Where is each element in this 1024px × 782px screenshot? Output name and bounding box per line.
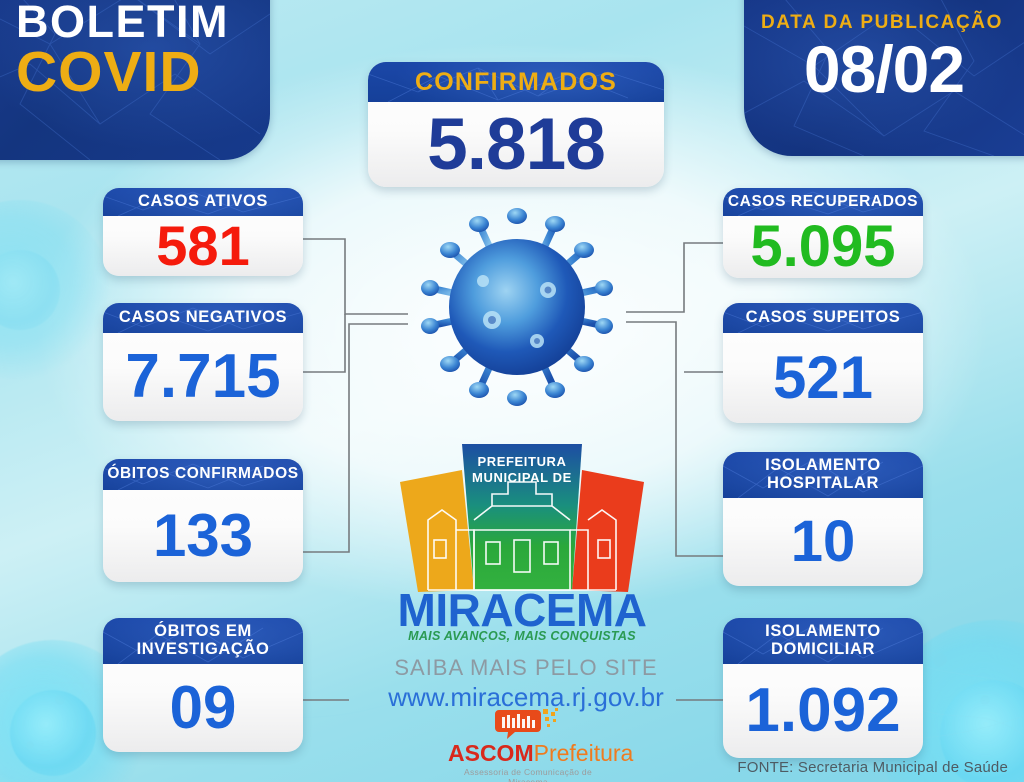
stat-card-obitos-em-investigacao: ÓBITOS EM INVESTIGAÇÃO 09 — [103, 618, 303, 752]
ascom-wordmark: ASCOMPrefeitura — [448, 740, 633, 766]
stat-card-casos-ativos-value: 581 — [156, 214, 250, 276]
stat-card-casos-ativos: CASOS ATIVOS 581 — [103, 188, 303, 276]
page-title-line1: BOLETIM — [16, 0, 229, 47]
logo-panel-red — [572, 470, 644, 592]
stat-card-casos-negativos-value: 7.715 — [125, 342, 281, 411]
stat-card-confirmados: CONFIRMADOS 5.818 — [368, 62, 664, 187]
stat-card-confirmados-label: CONFIRMADOS — [414, 67, 618, 96]
stat-card-casos-negativos-header: CASOS NEGATIVOS — [103, 303, 303, 333]
logo-prefeitura-line1: PREFEITURA — [477, 454, 566, 469]
stat-card-isolamento-domiciliar-header: ISOLAMENTO DOMICILIAR — [723, 618, 923, 664]
publication-date-value: 08/02 — [803, 32, 965, 106]
site-label: SAIBA MAIS PELO SITE — [394, 655, 658, 680]
stat-card-casos-negativos-label: CASOS NEGATIVOS — [118, 308, 288, 327]
stat-card-isolamento-hospitalar-value: 10 — [790, 509, 856, 574]
site-callout: SAIBA MAIS PELO SITE www.miracema.rj.gov… — [366, 655, 686, 713]
stat-card-obitos-em-investigacao-label-line2: INVESTIGAÇÃO — [136, 640, 270, 658]
stat-card-casos-suspeitos-value: 521 — [772, 344, 874, 411]
stat-card-casos-suspeitos: CASOS SUPEITOS 521 — [723, 303, 923, 423]
stat-card-isolamento-domiciliar: ISOLAMENTO DOMICILIAR 1.092 — [723, 618, 923, 758]
stat-card-obitos-confirmados-header: ÓBITOS CONFIRMADOS — [103, 459, 303, 490]
stat-card-isolamento-hospitalar: ISOLAMENTO HOSPITALAR 10 — [723, 452, 923, 586]
logo-prefeitura-line2: MUNICIPAL DE — [472, 470, 572, 485]
card-header-line-texture — [723, 625, 923, 664]
stat-card-obitos-confirmados-value: 133 — [152, 502, 254, 569]
ascom-speech-bubble-icon — [495, 708, 558, 739]
logo-city-name: MIRACEMA — [398, 584, 647, 636]
stat-card-casos-suspeitos-label: CASOS SUPEITOS — [745, 308, 901, 327]
stat-card-isolamento-domiciliar-value: 1.092 — [745, 676, 901, 745]
card-header-line-texture — [103, 625, 303, 664]
page-title-line2: COVID — [16, 40, 202, 105]
stat-card-casos-recuperados-value: 5.095 — [750, 214, 896, 278]
date-banner-line-texture — [744, 0, 1024, 156]
stat-card-obitos-em-investigacao-label-line1: ÓBITOS EM — [154, 622, 252, 641]
stat-card-casos-recuperados-label: CASOS RECUPERADOS — [727, 192, 919, 210]
stat-card-casos-ativos-label: CASOS ATIVOS — [137, 192, 269, 211]
stat-card-casos-ativos-header: CASOS ATIVOS — [103, 188, 303, 216]
stat-card-isolamento-domiciliar-label-line1: ISOLAMENTO — [765, 622, 881, 641]
stat-card-casos-negativos: CASOS NEGATIVOS 7.715 — [103, 303, 303, 421]
banner-line-texture — [0, 0, 270, 160]
card-header-line-texture — [103, 307, 303, 333]
stat-card-obitos-em-investigacao-value: 09 — [169, 674, 237, 741]
logo-tagline: MAIS AVANÇOS, MAIS CONQUISTAS — [408, 629, 636, 642]
coronavirus-icon — [421, 208, 613, 406]
publication-date-banner: DATA DA PUBLICAÇÃO 08/02 — [744, 0, 1024, 156]
stat-card-obitos-confirmados-label: ÓBITOS CONFIRMADOS — [107, 465, 299, 483]
stat-card-casos-suspeitos-header: CASOS SUPEITOS — [723, 303, 923, 333]
stat-card-confirmados-value: 5.818 — [427, 104, 606, 185]
card-header-line-texture — [368, 67, 664, 102]
logo-panel-yellow — [400, 470, 474, 592]
miracema-logo: PREFEITURA MUNICIPAL DE MIRACEMA MAIS AV… — [398, 444, 647, 642]
ascom-tagline: Assessoria de Comunicação de Miracema — [464, 767, 592, 782]
card-header-line-texture — [723, 307, 923, 333]
publication-date-label: DATA DA PUBLICAÇÃO — [760, 12, 1003, 33]
site-url[interactable]: www.miracema.rj.gov.br — [388, 682, 664, 712]
background-virus-watermark-topleft — [0, 200, 110, 380]
stat-card-confirmados-header: CONFIRMADOS — [368, 62, 664, 102]
stat-card-casos-recuperados-header: CASOS RECUPERADOS — [723, 188, 923, 216]
card-header-line-texture — [723, 459, 923, 498]
stat-card-isolamento-hospitalar-label-line2: HOSPITALAR — [766, 474, 879, 492]
ascom-name-light: Prefeitura — [533, 740, 634, 766]
stat-card-isolamento-hospitalar-label-line1: ISOLAMENTO — [765, 456, 881, 475]
stat-card-casos-recuperados: CASOS RECUPERADOS 5.095 — [723, 188, 923, 278]
logo-panel-center — [462, 444, 582, 590]
stat-card-isolamento-domiciliar-label-line2: DOMICILIAR — [770, 640, 876, 658]
card-header-line-texture — [723, 191, 923, 216]
ascom-name-bold: ASCOM — [448, 740, 534, 766]
stat-card-obitos-em-investigacao-header: ÓBITOS EM INVESTIGAÇÃO — [103, 618, 303, 664]
stat-card-obitos-confirmados: ÓBITOS CONFIRMADOS 133 — [103, 459, 303, 582]
title-banner: BOLETIM COVID — [0, 0, 270, 160]
card-header-line-texture — [103, 463, 303, 490]
logo-building-outline — [427, 481, 617, 591]
ascom-logo: ASCOMPrefeitura Assessoria de Comunicaçã… — [448, 706, 633, 782]
source-footer: FONTE: Secretaria Municipal de Saúde — [737, 759, 1008, 776]
card-header-line-texture — [103, 191, 303, 216]
stat-card-isolamento-hospitalar-header: ISOLAMENTO HOSPITALAR — [723, 452, 923, 498]
